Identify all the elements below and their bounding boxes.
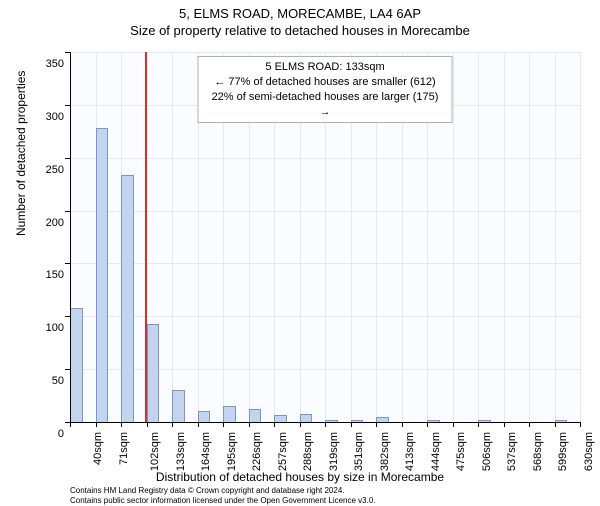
x-tick-label: 319sqm xyxy=(328,432,340,471)
x-tick-label: 475sqm xyxy=(455,432,467,471)
histogram-bar xyxy=(70,308,83,422)
x-tick-label: 257sqm xyxy=(277,432,289,471)
x-tick-label: 195sqm xyxy=(226,432,238,471)
legend-line: 22% of semi-detached houses are larger (… xyxy=(207,90,444,120)
histogram-bar xyxy=(198,411,211,422)
gridline-vertical xyxy=(580,52,581,422)
x-axis-line xyxy=(70,422,580,423)
x-tick-label: 40sqm xyxy=(92,432,104,465)
y-tick-label: 350 xyxy=(24,58,64,70)
histogram-bar xyxy=(172,390,185,422)
y-tick-label: 200 xyxy=(24,217,64,229)
gridline-vertical xyxy=(529,52,530,422)
x-tick-label: 630sqm xyxy=(583,432,595,471)
legend-line: 5 ELMS ROAD: 133sqm xyxy=(207,60,444,75)
x-axis-title: Distribution of detached houses by size … xyxy=(0,470,600,484)
histogram-bar xyxy=(147,324,160,422)
x-tick-label: 537sqm xyxy=(506,432,518,471)
page-supertitle: 5, ELMS ROAD, MORECAMBE, LA4 6AP xyxy=(0,6,600,21)
gridline-vertical xyxy=(555,52,556,422)
legend-box: 5 ELMS ROAD: 133sqm← 77% of detached hou… xyxy=(198,56,453,123)
footnote-line: Contains public sector information licen… xyxy=(70,496,376,506)
gridline-vertical xyxy=(504,52,505,422)
gridline-vertical xyxy=(453,52,454,422)
y-axis-title: Number of detached properties xyxy=(14,71,28,236)
y-tick-label: 300 xyxy=(24,111,64,123)
y-tick-label: 0 xyxy=(24,428,64,440)
x-tick-label: 71sqm xyxy=(118,432,130,465)
y-tick-label: 150 xyxy=(24,269,64,281)
x-tick-mark xyxy=(580,422,581,427)
page-subtitle: Size of property relative to detached ho… xyxy=(0,23,600,38)
histogram-bar xyxy=(121,175,134,422)
histogram-bar xyxy=(300,414,313,422)
histogram-bar xyxy=(96,128,109,422)
y-tick-label: 250 xyxy=(24,164,64,176)
gridline-vertical xyxy=(478,52,479,422)
x-tick-label: 226sqm xyxy=(251,432,263,471)
reference-line xyxy=(145,52,147,422)
legend-line: ← 77% of detached houses are smaller (61… xyxy=(207,75,444,90)
histogram-bar xyxy=(223,406,236,422)
histogram-bar xyxy=(274,415,287,422)
x-tick-label: 102sqm xyxy=(149,432,161,471)
x-tick-label: 413sqm xyxy=(404,432,416,471)
footnote-line: Contains HM Land Registry data © Crown c… xyxy=(70,486,376,496)
x-tick-label: 133sqm xyxy=(175,432,187,471)
chart-plot-area: 5 ELMS ROAD: 133sqm← 77% of detached hou… xyxy=(70,52,580,422)
y-tick-label: 100 xyxy=(24,322,64,334)
gridline-vertical xyxy=(172,52,173,422)
x-tick-label: 568sqm xyxy=(532,432,544,471)
footnotes: Contains HM Land Registry data © Crown c… xyxy=(70,486,376,505)
y-tick-label: 50 xyxy=(24,375,64,387)
x-tick-label: 382sqm xyxy=(379,432,391,471)
histogram-bar xyxy=(249,409,262,422)
x-tick-label: 444sqm xyxy=(430,432,442,471)
x-tick-label: 506sqm xyxy=(481,432,493,471)
x-tick-label: 288sqm xyxy=(302,432,314,471)
x-tick-label: 351sqm xyxy=(353,432,365,471)
x-tick-label: 599sqm xyxy=(557,432,569,471)
x-tick-label: 164sqm xyxy=(200,432,212,471)
y-axis-line xyxy=(70,52,71,422)
